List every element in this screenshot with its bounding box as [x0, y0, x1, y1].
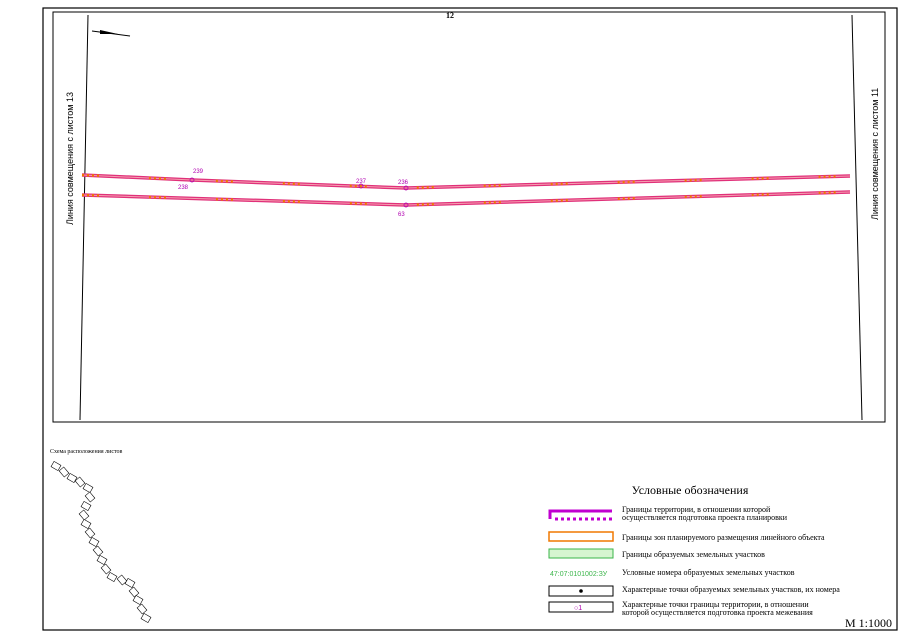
legend-symbols — [548, 509, 614, 613]
road-edge-inner — [81, 191, 851, 206]
scale: М 1:1000 — [845, 616, 892, 630]
scheme-sheet — [140, 612, 152, 624]
scheme-sheet — [58, 466, 70, 478]
point-label: 237 — [356, 179, 367, 185]
legend-text: Характерные точки образуемых земельных у… — [622, 585, 840, 594]
point-label: 236 — [398, 180, 409, 186]
scheme-sheet — [136, 603, 148, 615]
scheme-sheet — [84, 491, 96, 503]
legend-text: Характерные точки границы территории, в … — [622, 600, 813, 617]
legend-text: Границы территории, в отношении которой о… — [622, 505, 788, 522]
sheet-number: 12 — [446, 11, 454, 20]
sheet-scheme — [50, 460, 152, 624]
scheme-sheet — [124, 577, 136, 589]
side-label: Линия совмещения с листом 13 — [65, 92, 75, 225]
legend-text: Границы образуемых земельных участков — [622, 550, 765, 559]
scheme-title: Схема расположения листов — [50, 449, 123, 455]
scheme-sheet — [92, 545, 104, 557]
legend-text: Границы зон планируемого размещения лине… — [622, 533, 825, 542]
scheme-sheet — [132, 594, 144, 606]
match-line-left — [79, 14, 89, 421]
scheme-sheet — [74, 476, 86, 488]
scheme-sheet — [128, 586, 140, 598]
scheme-sheet — [80, 518, 92, 530]
point-label: 63 — [398, 212, 405, 218]
point-label: 239 — [193, 169, 204, 175]
scheme-sheet — [78, 509, 90, 521]
scheme-sheet — [50, 460, 62, 472]
legend-text: Условные номера образуемых земельных уча… — [622, 568, 795, 577]
scheme-sheet — [116, 574, 128, 586]
map-frame — [52, 11, 886, 423]
outer-frame — [42, 7, 898, 631]
road-dots — [81, 173, 851, 190]
match-line-right — [851, 14, 863, 421]
point-label: 238 — [178, 185, 189, 191]
scheme-sheet — [96, 554, 108, 566]
points — [189, 177, 409, 208]
legend-sample: ○1 — [574, 605, 582, 612]
scheme-sheet — [84, 527, 96, 539]
side-label: Линия совмещения с листом 11 — [870, 88, 880, 220]
north-arrow — [91, 30, 131, 37]
scheme-sheet — [66, 472, 78, 484]
scheme-sheet — [82, 482, 94, 494]
scheme-sheet — [88, 536, 100, 548]
roads — [81, 173, 851, 207]
legend-sample: 47:07:0101002:ЗУ — [550, 571, 608, 578]
scheme-sheet — [80, 500, 92, 512]
legend-title: Условные обозначения — [632, 483, 749, 497]
scheme-sheet — [100, 563, 112, 575]
legend: Границы территории, в отношении которой о… — [622, 505, 840, 617]
scheme-sheet — [106, 571, 118, 583]
